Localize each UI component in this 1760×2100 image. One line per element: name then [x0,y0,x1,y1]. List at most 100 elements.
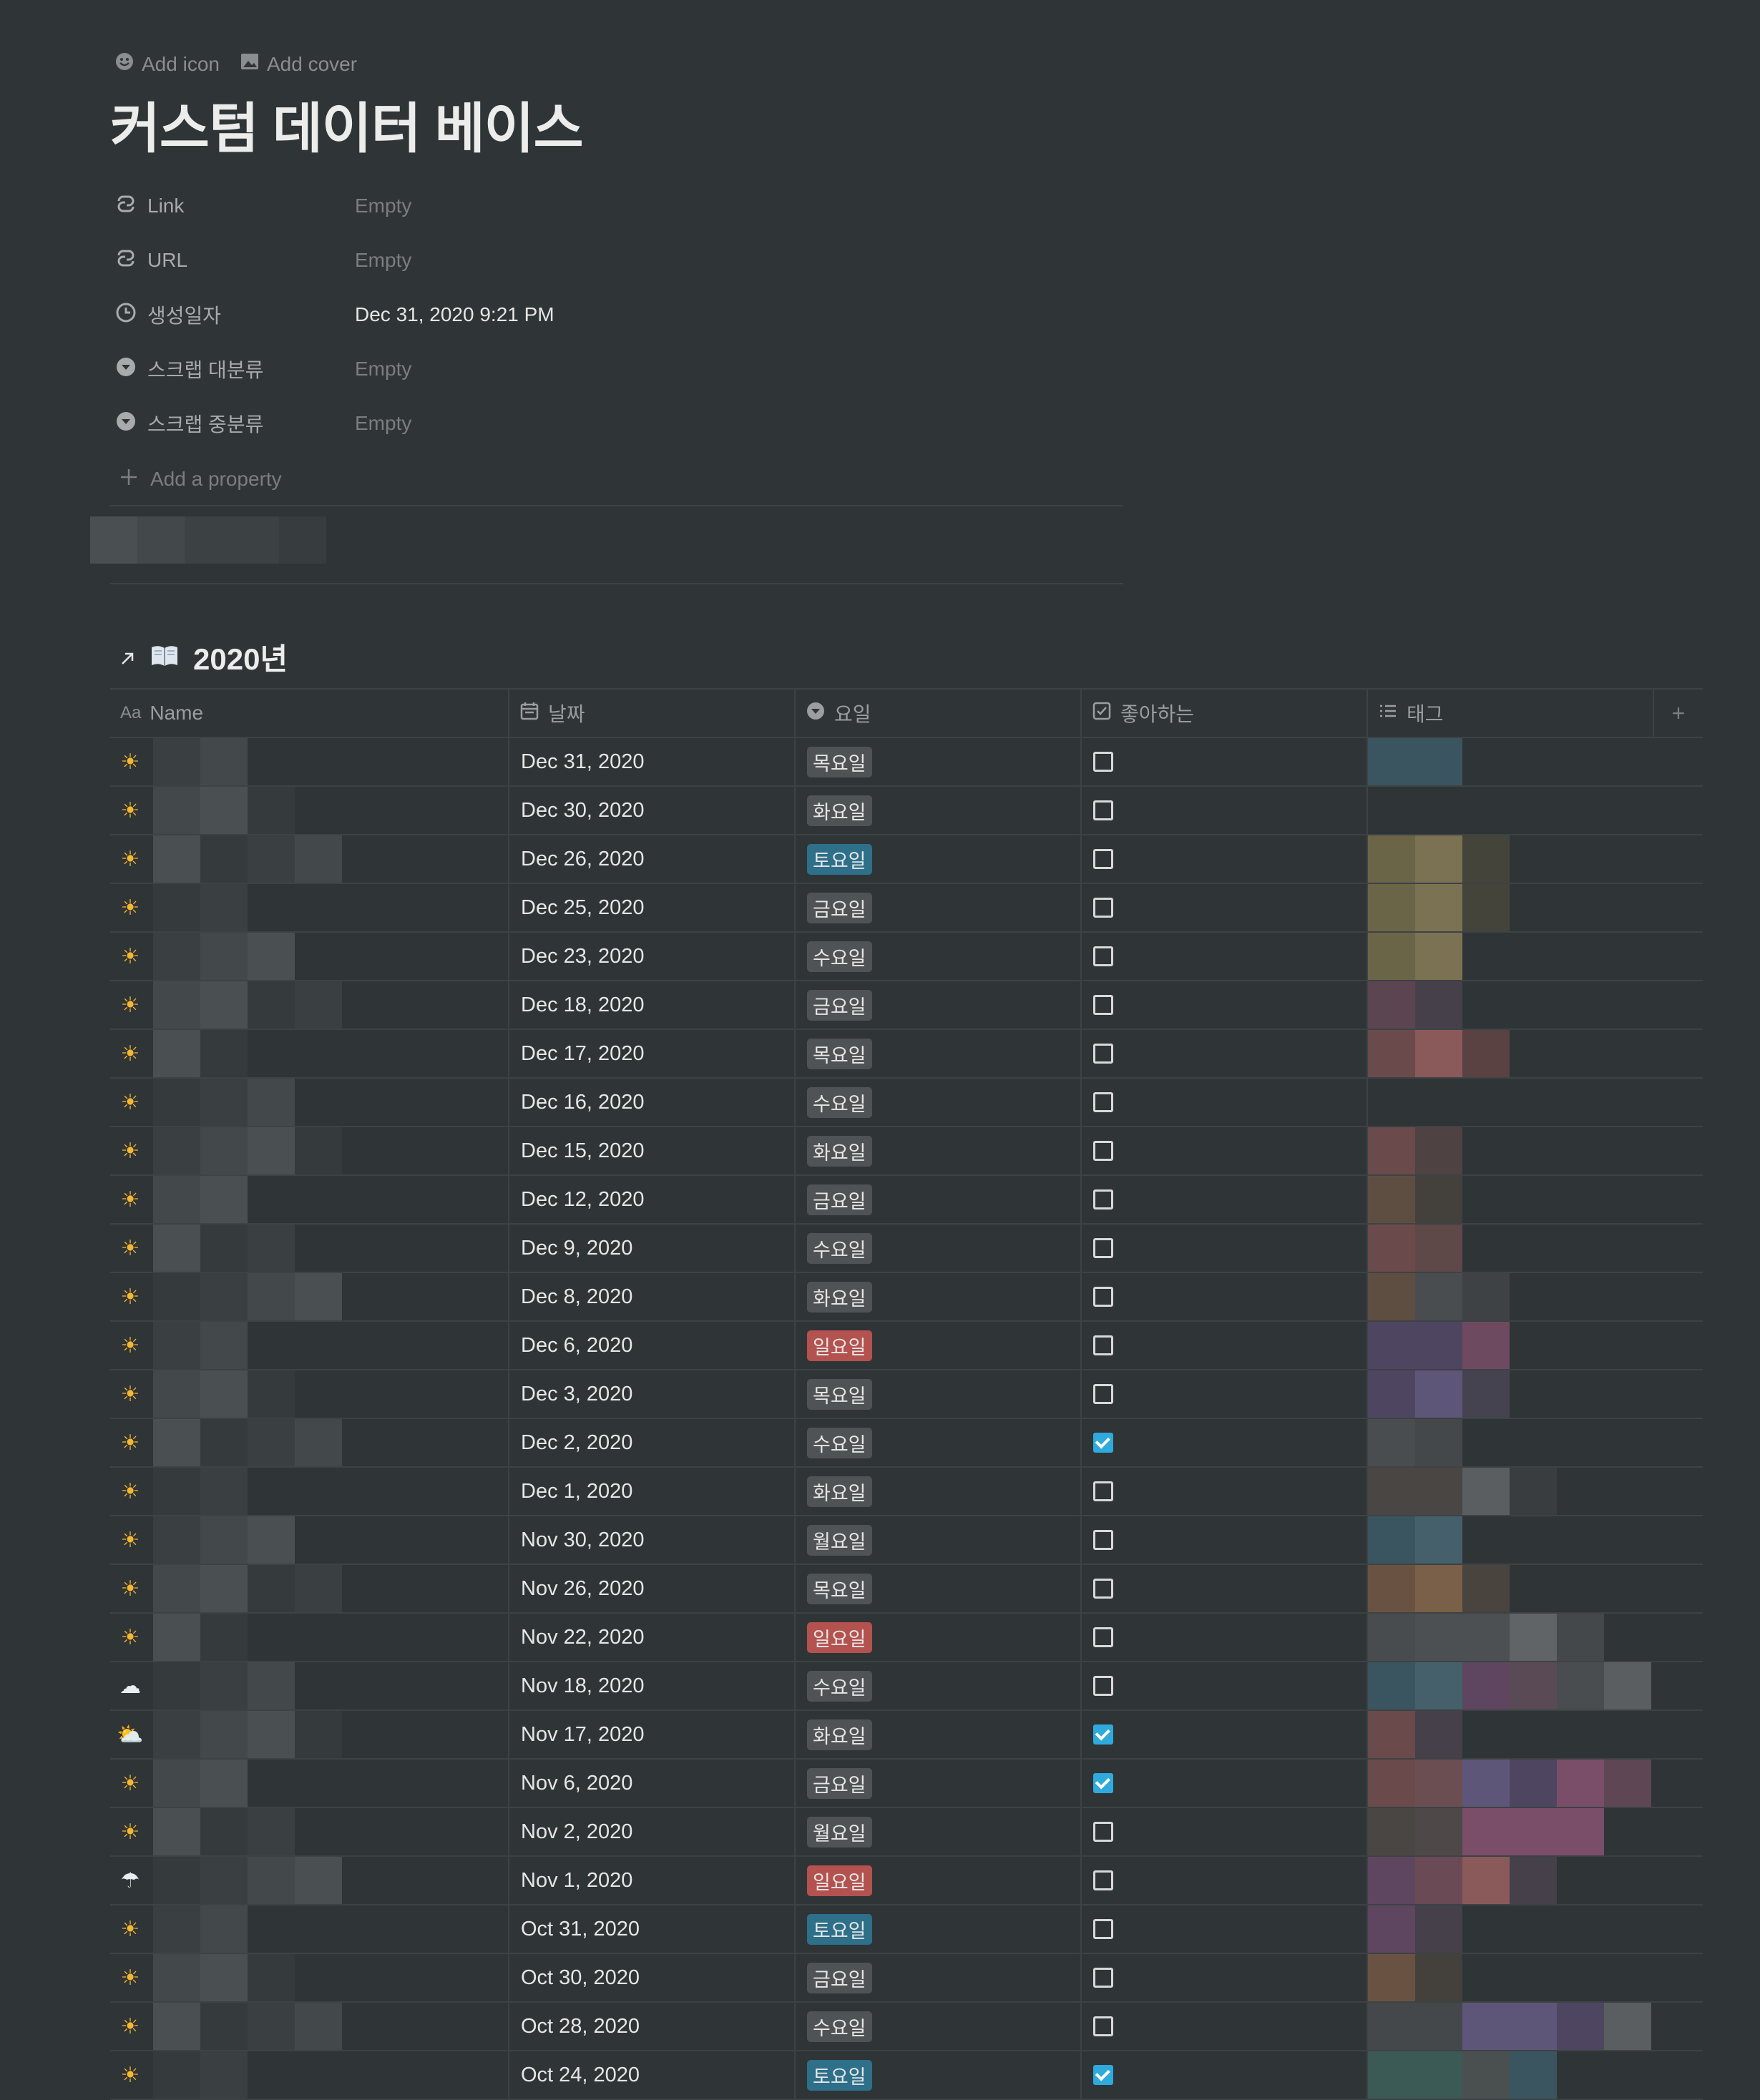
name-cell[interactable]: ☀ [110,981,509,1029]
column-header-like[interactable]: 좋아하는 [1082,690,1368,737]
name-cell[interactable]: ☀ [110,1225,509,1272]
date-cell[interactable]: Dec 26, 2020 [509,835,796,883]
name-cell[interactable]: ☀ [110,2051,509,2099]
property-row[interactable]: 생성일자 Dec 31, 2020 9:21 PM [114,288,1123,342]
day-cell[interactable]: 일요일 [796,1614,1082,1661]
name-cell[interactable]: ☀ [110,1565,509,1612]
name-cell[interactable]: ☀ [110,1079,509,1126]
table-row[interactable]: ☀ Oct 31, 2020 토요일 [110,1905,1703,1954]
like-checkbox[interactable] [1093,1141,1113,1161]
name-cell[interactable]: ☀ [110,1468,509,1515]
column-header-name[interactable]: Aa Name [110,690,509,737]
like-checkbox[interactable] [1093,1530,1113,1550]
like-checkbox[interactable] [1093,2016,1113,2036]
date-cell[interactable]: Nov 2, 2020 [509,1808,796,1855]
add-property-button[interactable]: Add a property [114,451,1123,508]
day-cell[interactable]: 목요일 [796,1030,1082,1077]
date-cell[interactable]: Dec 1, 2020 [509,1468,796,1515]
like-checkbox[interactable] [1093,1481,1113,1501]
table-row[interactable]: ☀ Dec 18, 2020 금요일 [110,981,1703,1030]
property-name[interactable]: Link [114,192,355,220]
date-cell[interactable]: Dec 6, 2020 [509,1322,796,1369]
day-cell[interactable]: 금요일 [796,884,1082,931]
name-cell[interactable]: ☀ [110,1322,509,1369]
like-checkbox[interactable] [1093,1287,1113,1307]
date-cell[interactable]: Dec 12, 2020 [509,1176,796,1223]
date-cell[interactable]: Nov 1, 2020 [509,1857,796,1904]
date-cell[interactable]: Dec 15, 2020 [509,1127,796,1174]
day-cell[interactable]: 금요일 [796,1176,1082,1223]
tag-cell[interactable] [1368,1760,1654,1807]
name-cell[interactable]: ☀ [110,1905,509,1953]
name-cell[interactable]: ☀ [110,1614,509,1661]
date-cell[interactable]: Nov 6, 2020 [509,1760,796,1807]
day-cell[interactable]: 일요일 [796,1857,1082,1904]
name-cell[interactable]: ☀ [110,1127,509,1174]
like-checkbox[interactable] [1093,1579,1113,1599]
property-name[interactable]: 스크랩 대분류 [114,355,355,383]
tag-cell[interactable] [1368,1565,1654,1612]
like-checkbox[interactable] [1093,752,1113,772]
property-value[interactable]: Dec 31, 2020 9:21 PM [355,303,554,325]
name-cell[interactable]: ☀ [110,884,509,931]
tag-cell[interactable] [1368,1662,1654,1709]
name-cell[interactable]: ☀ [110,1954,509,2001]
like-checkbox[interactable] [1093,995,1113,1015]
property-value[interactable]: Empty [355,249,412,271]
name-cell[interactable]: ☀ [110,738,509,785]
name-cell[interactable]: ☁ [110,1662,509,1709]
column-header-date[interactable]: 날짜 [509,690,796,737]
table-row[interactable]: ☀ Dec 23, 2020 수요일 [110,933,1703,981]
day-cell[interactable]: 금요일 [796,981,1082,1029]
tag-cell[interactable] [1368,1225,1654,1272]
name-cell[interactable]: ☀ [110,933,509,980]
day-cell[interactable]: 목요일 [796,1370,1082,1418]
table-row[interactable]: ☀ Nov 6, 2020 금요일 [110,1760,1703,1808]
table-row[interactable]: ☀ Oct 30, 2020 금요일 [110,1954,1703,2003]
tag-cell[interactable] [1368,2051,1654,2099]
day-cell[interactable]: 일요일 [796,1322,1082,1369]
table-row[interactable]: ☀ Dec 17, 2020 목요일 [110,1030,1703,1079]
table-row[interactable]: ☀ Nov 26, 2020 목요일 [110,1565,1703,1614]
table-row[interactable]: ☀ Nov 2, 2020 월요일 [110,1808,1703,1857]
property-value[interactable]: Empty [355,195,412,217]
name-cell[interactable]: ☀ [110,1176,509,1223]
date-cell[interactable]: Nov 30, 2020 [509,1516,796,1564]
day-cell[interactable]: 월요일 [796,1516,1082,1564]
name-cell[interactable]: ☀ [110,2003,509,2050]
table-row[interactable]: ☀ Dec 8, 2020 화요일 [110,1273,1703,1322]
date-cell[interactable]: Dec 9, 2020 [509,1225,796,1272]
date-cell[interactable]: Dec 17, 2020 [509,1030,796,1077]
day-cell[interactable]: 화요일 [796,1127,1082,1174]
add-cover-button[interactable]: Add cover [240,51,357,77]
tag-cell[interactable] [1368,787,1654,834]
date-cell[interactable]: Dec 2, 2020 [509,1419,796,1466]
day-cell[interactable]: 수요일 [796,1225,1082,1272]
tag-cell[interactable] [1368,1468,1654,1515]
tag-cell[interactable] [1368,1711,1654,1758]
add-column-button[interactable]: + [1654,690,1703,737]
column-header-tag[interactable]: 태그 [1368,690,1654,737]
tag-cell[interactable] [1368,2003,1654,2050]
tag-cell[interactable] [1368,981,1654,1029]
day-cell[interactable]: 토요일 [796,835,1082,883]
column-header-day[interactable]: 요일 [796,690,1082,737]
table-row[interactable]: ☀ Dec 3, 2020 목요일 [110,1370,1703,1419]
day-cell[interactable]: 화요일 [796,1273,1082,1320]
table-row[interactable]: ☀ Dec 15, 2020 화요일 [110,1127,1703,1176]
table-row[interactable]: ☀ Dec 26, 2020 토요일 [110,835,1703,884]
like-checkbox[interactable] [1093,1919,1113,1939]
tag-cell[interactable] [1368,835,1654,883]
property-row[interactable]: Link Empty [114,179,1123,233]
name-cell[interactable]: ☀ [110,1419,509,1466]
like-checkbox[interactable] [1093,1822,1113,1842]
date-cell[interactable]: Oct 28, 2020 [509,2003,796,2050]
add-icon-button[interactable]: Add icon [114,51,220,77]
table-row[interactable]: ☁ Nov 18, 2020 수요일 [110,1662,1703,1711]
day-cell[interactable]: 목요일 [796,1565,1082,1612]
date-cell[interactable]: Dec 30, 2020 [509,787,796,834]
table-row[interactable]: ☀ Dec 2, 2020 수요일 [110,1419,1703,1468]
tag-cell[interactable] [1368,884,1654,931]
like-checkbox[interactable] [1093,800,1113,820]
date-cell[interactable]: Dec 31, 2020 [509,738,796,785]
